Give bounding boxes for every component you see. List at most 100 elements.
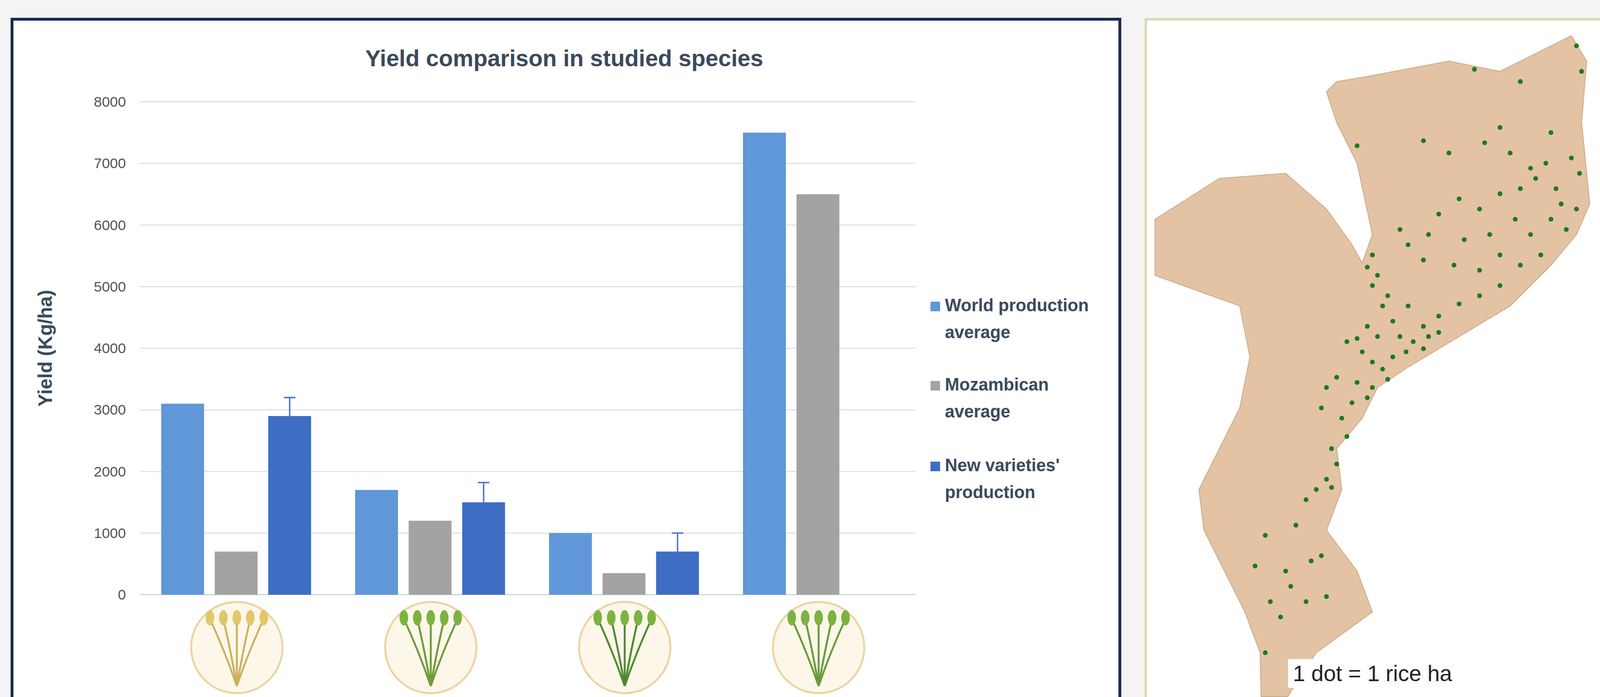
bar <box>268 416 311 596</box>
rice-dot <box>1369 385 1375 391</box>
icon-leaf <box>787 610 796 626</box>
icon-stem <box>611 619 625 687</box>
rice-dot <box>1421 257 1427 263</box>
bar <box>602 573 646 596</box>
rice-dot <box>1421 323 1427 329</box>
icon-circle <box>191 602 283 694</box>
rice-dot <box>1303 599 1309 605</box>
rice-dot <box>1385 377 1390 383</box>
error-bar <box>477 483 490 503</box>
error-cap <box>284 396 296 399</box>
rice-dot <box>1403 349 1409 355</box>
y-tick-label: 7000 <box>93 155 126 172</box>
legend-line: New varieties' <box>944 455 1060 476</box>
rice-dot <box>1553 186 1559 192</box>
icon-stem <box>623 619 626 687</box>
chart-panel <box>12 19 1120 697</box>
icon-stem <box>210 619 237 687</box>
rice-dot <box>1472 66 1477 72</box>
rice-dot <box>1359 349 1365 355</box>
rice-dot <box>1517 186 1523 192</box>
rice-dot <box>1538 252 1544 258</box>
rice-dot <box>1497 252 1503 258</box>
icon-stem <box>791 619 819 687</box>
icon-leaf <box>841 610 850 626</box>
y-tick-label: 8000 <box>93 93 126 110</box>
rice-dot <box>1318 553 1324 559</box>
rice-dot <box>1507 150 1513 156</box>
icon-stem <box>430 619 458 687</box>
icon-circle <box>579 602 671 694</box>
rice-dot <box>1324 477 1329 483</box>
rice-dot <box>1277 614 1283 620</box>
rice-dot <box>1303 497 1309 503</box>
icon-stem <box>429 619 432 687</box>
crop-icon <box>579 602 671 694</box>
bars <box>161 132 840 596</box>
icon-leaf <box>246 610 255 626</box>
y-tick-label: 5000 <box>93 278 126 295</box>
icon-leaf <box>453 610 462 626</box>
map-caption: 1 dot = 1 rice ha <box>1292 661 1453 687</box>
rice-dot <box>1405 242 1411 248</box>
rice-dot <box>1349 400 1355 406</box>
icon-stem <box>818 619 832 687</box>
legend-line: Mozambican <box>944 374 1049 395</box>
icon-stem <box>597 619 625 687</box>
icon-leaf <box>259 610 269 626</box>
icon-circle <box>772 602 865 694</box>
y-tick-label: 2000 <box>93 463 126 480</box>
rice-dot <box>1405 303 1411 309</box>
icon-leaf <box>800 610 810 626</box>
rice-dot <box>1397 334 1403 340</box>
rice-dot <box>1436 330 1441 335</box>
legend-swatch <box>930 301 941 312</box>
map-panel <box>1145 19 1600 697</box>
rice-dot <box>1283 569 1289 574</box>
bar <box>408 520 452 596</box>
grid-line <box>139 162 916 164</box>
grid-line <box>139 101 916 103</box>
rice-dot <box>1456 301 1462 307</box>
y-tick-label: 3000 <box>93 401 126 418</box>
rice-dot <box>1497 283 1503 288</box>
y-tick-label: 1000 <box>93 525 126 542</box>
rice-dot <box>1308 558 1314 564</box>
rice-dot <box>1354 336 1360 342</box>
rice-dot <box>1446 150 1452 156</box>
rice-dot <box>1528 232 1534 237</box>
icon-leaf <box>814 610 823 626</box>
rice-dot <box>1324 385 1329 391</box>
icon-leaf <box>620 610 630 626</box>
rice-dot <box>1344 434 1350 440</box>
icon-stem <box>624 619 652 687</box>
rice-dot <box>1390 354 1396 360</box>
icon-stem <box>223 619 237 687</box>
legend-swatch <box>930 461 941 472</box>
rice-dot <box>1410 339 1416 345</box>
icon-circle <box>384 602 477 694</box>
bar <box>462 502 506 596</box>
rice-dot <box>1426 232 1431 237</box>
rice-dot <box>1369 283 1375 288</box>
icon-leaf <box>219 610 228 626</box>
icon-stem <box>624 619 639 687</box>
icon-leaf <box>399 610 409 626</box>
rice-dot <box>1375 272 1380 278</box>
y-tick-label: 6000 <box>93 217 126 234</box>
rice-dot <box>1579 69 1585 75</box>
icon-leaf <box>439 610 449 626</box>
rice-dot <box>1421 346 1427 352</box>
rice-dot <box>1568 155 1574 161</box>
rice-dot <box>1344 339 1350 345</box>
rice-dot <box>1324 594 1329 600</box>
legend-swatch <box>930 381 941 391</box>
bar <box>548 533 592 596</box>
bar <box>214 551 258 596</box>
rice-dot <box>1548 130 1554 136</box>
rice-dot <box>1497 191 1503 197</box>
icon-stem <box>236 619 264 687</box>
rice-dot <box>1426 334 1431 340</box>
icon-stem <box>403 619 431 687</box>
legend-label: World productionaverage <box>944 295 1089 343</box>
